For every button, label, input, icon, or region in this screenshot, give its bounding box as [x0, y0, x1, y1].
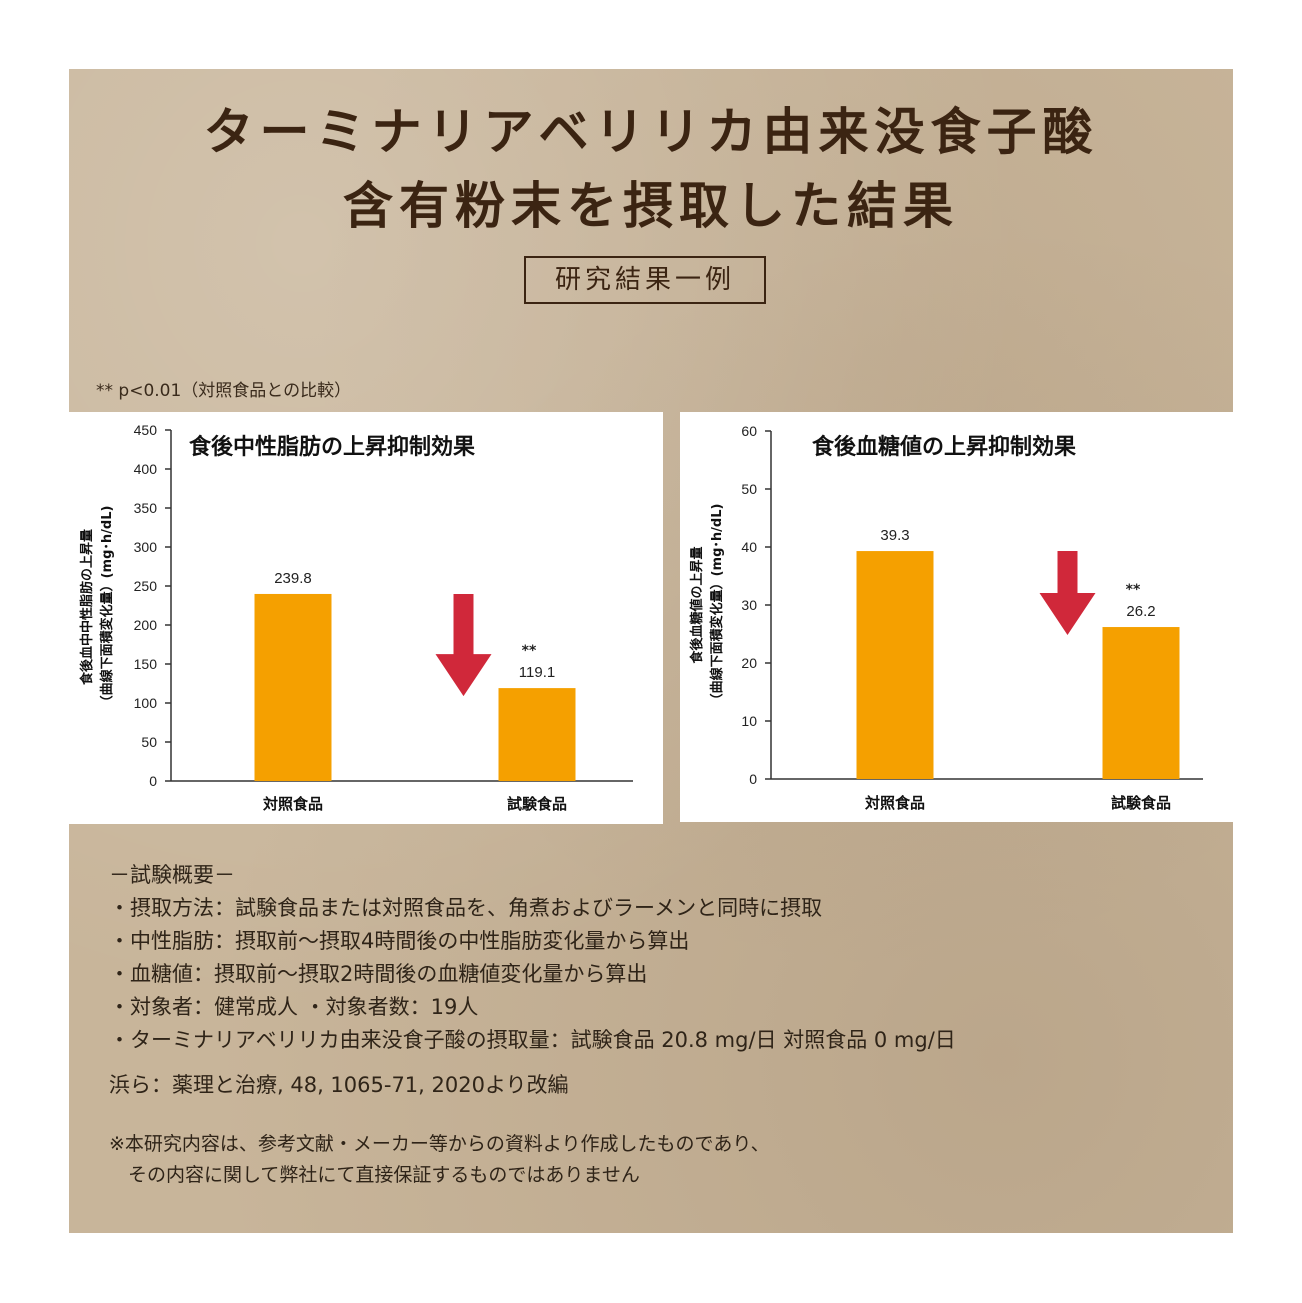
reference-citation: 浜ら：薬理と治療, 48, 1065-71, 2020より改編: [109, 1073, 569, 1097]
y-tick-label: 400: [134, 461, 158, 477]
chart-title: 食後血糖値の上昇抑制効果: [812, 434, 1076, 460]
blood-glucose-chart: 0 10 20 30 40 50 60 食後血糖値の上昇抑制効果食後血糖値の上昇量 （曲線下面積…: [680, 412, 1233, 822]
y-axis-label: （曲線下面積変化量）(mg･h/dL): [709, 504, 725, 707]
decrease-arrow-icon: [435, 593, 492, 697]
y-tick-label: 150: [134, 656, 158, 672]
x-category-label: 対照食品: [262, 795, 323, 813]
y-tick-label: 60: [741, 423, 757, 439]
overview-item: ・ターミナリアベリリカ由来没食子酸の摂取量：試験食品 20.8 mg/日 対照食…: [109, 1028, 956, 1052]
disclaimer: ※本研究内容は、参考文献・メーカー等からの資料より作成したものであり、 その内容…: [109, 1129, 770, 1191]
overview-item: ・中性脂肪：摂取前～摂取4時間後の中性脂肪変化量から算出: [109, 929, 690, 953]
bar-control: [856, 551, 934, 779]
overview-heading: －試験概要－: [109, 863, 235, 887]
study-example-tag: 研究結果一例: [524, 256, 766, 304]
chart-title: 食後中性脂肪の上昇抑制効果: [189, 434, 475, 460]
overview-item: ・血糖値：摂取前～摂取2時間後の血糖値変化量から算出: [109, 962, 648, 986]
background-panel: ターミナリアベリリカ由来没食子酸 含有粉末を摂取した結果 研究結果一例 ** p…: [69, 69, 1233, 1233]
bar-value-label: 119.1: [519, 664, 555, 681]
y-tick-label: 450: [134, 422, 158, 438]
y-tick-label: 30: [741, 597, 757, 613]
page-title-line1: ターミナリアベリリカ由来没食子酸: [203, 102, 1099, 161]
triglyceride-chart: 0 50 100 150 200 250 300 350 400 450 食後中性脂肪の上昇抑制効果…: [69, 412, 663, 824]
y-tick-label: 350: [134, 500, 158, 516]
y-tick-label: 50: [741, 481, 757, 497]
significance-marker: **: [522, 643, 537, 659]
y-tick-label: 250: [134, 578, 158, 594]
x-category-label: 試験食品: [507, 795, 567, 813]
significance-note: ** p<0.01（対照食品との比較）: [96, 381, 352, 401]
y-axis-label: （曲線下面積変化量）(mg･h/dL): [99, 506, 115, 709]
bar-value-label: 239.8: [274, 570, 312, 587]
study-overview: －試験概要－ ・摂取方法：試験食品または対照食品を、角煮およびラーメンと同時に摂…: [109, 859, 956, 1057]
bar-value-label: 26.2: [1126, 603, 1155, 620]
page-title-line2: 含有粉末を摂取した結果: [343, 176, 959, 235]
y-tick-label: 50: [141, 734, 157, 750]
y-tick-label: 0: [149, 773, 157, 789]
bar-test: [1102, 627, 1180, 779]
y-tick-label: 300: [134, 539, 158, 555]
y-axis-label: 食後血中中性脂肪の上昇量: [79, 529, 95, 685]
y-tick-label: 0: [749, 771, 757, 787]
significance-marker: **: [1126, 582, 1141, 598]
overview-item: ・摂取方法：試験食品または対照食品を、角煮およびラーメンと同時に摂取: [109, 896, 823, 920]
disclaimer-line: その内容に関して弊社にて直接保証するものではありません: [109, 1164, 640, 1186]
y-tick-label: 100: [134, 695, 158, 711]
y-tick-label: 10: [741, 713, 757, 729]
x-category-label: 試験食品: [1111, 794, 1171, 812]
y-axis-label: 食後血糖値の上昇量: [689, 546, 705, 663]
y-tick-label: 40: [741, 539, 757, 555]
overview-item: ・対象者：健常成人 ・対象者数：19人: [109, 995, 479, 1019]
bar-test: [498, 688, 576, 781]
y-tick-label: 200: [134, 617, 158, 633]
x-category-label: 対照食品: [864, 794, 925, 812]
decrease-arrow-icon: [1039, 551, 1096, 636]
bar-value-label: 39.3: [880, 527, 909, 544]
y-tick-label: 20: [741, 655, 757, 671]
bar-control: [254, 593, 332, 781]
disclaimer-line: ※本研究内容は、参考文献・メーカー等からの資料より作成したものであり、: [109, 1133, 770, 1155]
triglyceride-chart-svg: 0 50 100 150 200 250 300 350 400 450 食後中性脂肪の上昇抑制効果…: [79, 422, 633, 813]
